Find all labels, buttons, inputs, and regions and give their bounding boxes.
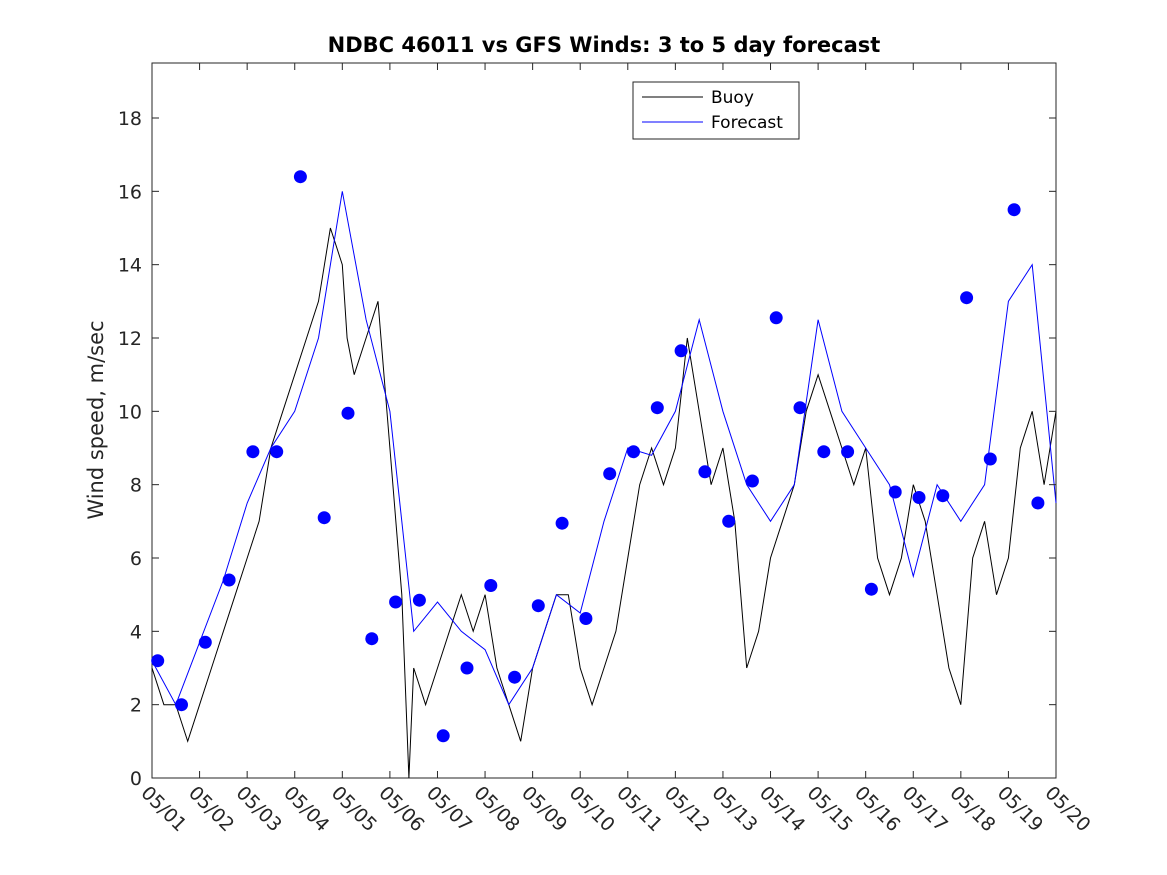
forecast-point <box>912 491 926 504</box>
forecast-point <box>270 445 284 459</box>
y-tick-label: 18 <box>118 108 142 130</box>
forecast-point <box>793 401 807 415</box>
forecast-point <box>936 489 950 503</box>
x-tick-label: 05/15 <box>803 782 857 836</box>
y-tick-label: 10 <box>118 401 142 423</box>
forecast-point <box>436 729 450 743</box>
x-tick-label: 05/20 <box>1040 782 1094 836</box>
x-tick-label: 05/05 <box>327 782 381 836</box>
x-tick-label: 05/17 <box>898 782 952 836</box>
x-tick-label: 05/10 <box>565 782 619 836</box>
forecast-point <box>484 579 498 592</box>
y-axis-label: Wind speed, m/sec <box>84 320 108 519</box>
x-tick-label: 05/18 <box>945 782 999 836</box>
x-tick-label: 05/02 <box>184 782 238 836</box>
legend-box <box>632 81 800 140</box>
x-tick-label: 05/03 <box>232 782 286 836</box>
forecast-point <box>175 698 188 712</box>
forecast-point <box>246 445 260 459</box>
forecast-point <box>817 445 831 459</box>
x-tick-label: 05/07 <box>422 782 476 836</box>
x-tick-label: 05/11 <box>612 782 666 836</box>
forecast-point <box>531 599 545 613</box>
forecast-point <box>650 401 664 415</box>
forecast-point <box>579 612 593 625</box>
forecast-point <box>769 311 783 325</box>
y-tick-label: 6 <box>130 548 142 570</box>
y-tick-label: 16 <box>118 181 142 203</box>
y-tick-label: 12 <box>118 328 142 350</box>
forecast-point <box>1007 203 1021 217</box>
forecast-point <box>341 406 355 420</box>
chart-title: NDBC 46011 vs GFS Winds: 3 to 5 day fore… <box>328 33 881 57</box>
x-tick-label: 05/08 <box>470 782 524 836</box>
x-tick-label: 05/16 <box>850 782 904 836</box>
x-tick-label: 05/01 <box>136 782 190 836</box>
x-tick-label: 05/06 <box>374 782 428 836</box>
forecast-point <box>365 632 379 646</box>
forecast-point <box>745 474 759 488</box>
forecast-point <box>722 514 736 528</box>
x-tick-label: 05/14 <box>755 782 809 836</box>
legend-label-buoy: Buoy <box>711 88 754 108</box>
x-tick-label: 05/19 <box>993 782 1047 836</box>
series-line-buoy <box>151 227 1057 779</box>
forecast-point <box>555 516 569 530</box>
forecast-point <box>389 595 403 609</box>
forecast-point <box>460 661 474 675</box>
x-tick-label: 05/13 <box>707 782 761 836</box>
x-tick-label: 05/09 <box>517 782 571 836</box>
forecast-point <box>674 344 688 358</box>
forecast-point <box>864 582 878 596</box>
forecast-point <box>317 511 331 525</box>
y-tick-label: 2 <box>130 695 142 717</box>
forecast-point <box>983 452 997 466</box>
plot-area <box>151 62 1057 779</box>
forecast-point <box>151 654 165 668</box>
forecast-point <box>293 170 307 184</box>
series-line-forecast <box>151 191 1057 706</box>
legend-label-forecast: Forecast <box>711 113 783 133</box>
y-tick-label: 8 <box>130 475 142 497</box>
y-tick-label: 4 <box>130 621 142 643</box>
forecast-point <box>888 485 902 499</box>
forecast-point <box>1031 496 1045 510</box>
forecast-point <box>222 573 236 587</box>
forecast-point <box>412 593 426 607</box>
forecast-point <box>198 635 212 649</box>
legend: Buoy Forecast <box>632 81 800 140</box>
forecast-point <box>603 467 617 481</box>
forecast-point <box>841 445 855 459</box>
forecast-point <box>960 291 974 305</box>
x-tick-label: 05/12 <box>660 782 714 836</box>
forecast-point <box>627 445 640 459</box>
y-tick-label: 14 <box>118 255 142 277</box>
forecast-point <box>508 670 522 684</box>
x-tick-label: 05/04 <box>279 782 333 836</box>
forecast-point <box>698 465 712 479</box>
y-tick-label: 0 <box>130 768 142 790</box>
